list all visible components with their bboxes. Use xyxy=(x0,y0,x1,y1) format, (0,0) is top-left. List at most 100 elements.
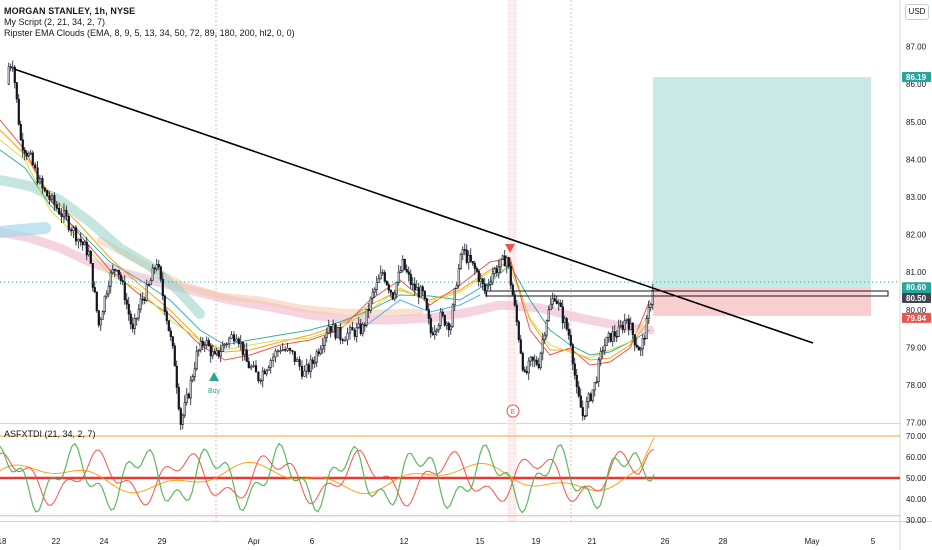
candle-body xyxy=(635,344,638,348)
candle-body xyxy=(111,269,114,274)
time-tick-label: 12 xyxy=(400,537,409,546)
candle-body xyxy=(587,393,590,402)
indicator-legend-my-script[interactable]: My Script (2, 21, 34, 2, 7) xyxy=(4,17,106,27)
candle-body xyxy=(193,368,196,377)
candle-body xyxy=(50,195,54,200)
candle-body xyxy=(103,295,106,312)
price-tick-label: 84.00 xyxy=(906,155,927,164)
candle-body xyxy=(327,325,330,334)
candle-body xyxy=(419,286,422,298)
candle-body xyxy=(169,330,172,338)
candle-body xyxy=(159,266,162,280)
candle-body xyxy=(573,363,576,376)
candle-body xyxy=(317,351,320,355)
symbol-legend-title[interactable]: MORGAN STANLEY, 1h, NYSE xyxy=(4,6,136,16)
candle-body xyxy=(187,393,190,399)
candle-body xyxy=(489,281,492,285)
candle-body xyxy=(413,283,416,291)
candle-body xyxy=(209,345,212,357)
candle-body xyxy=(171,336,174,347)
candle-body xyxy=(485,285,488,292)
candle-body xyxy=(135,317,138,320)
candle-body xyxy=(336,327,340,339)
candle-body xyxy=(435,329,438,332)
candle-body xyxy=(284,349,287,351)
price-tag: 80.50 xyxy=(902,293,931,303)
candle-body xyxy=(276,350,280,353)
candle-body xyxy=(579,395,582,408)
candle-body xyxy=(254,365,258,373)
candle-body xyxy=(481,278,484,285)
osc-tick-label: 50.00 xyxy=(906,474,927,483)
candle-body xyxy=(298,359,301,367)
candle-body xyxy=(623,320,626,330)
candle-body xyxy=(81,241,84,246)
candle-body xyxy=(631,322,634,335)
ema-cloud-fast-2 xyxy=(0,222,51,238)
candle-body xyxy=(117,269,120,276)
candle-body xyxy=(385,281,388,285)
price-tag-bg xyxy=(902,282,931,293)
candle-body xyxy=(513,294,516,306)
candle-body xyxy=(355,327,358,337)
candle-body xyxy=(405,269,408,273)
candle-body xyxy=(119,274,122,281)
resistance-box xyxy=(485,290,889,297)
candle-body xyxy=(389,289,392,293)
candle-body xyxy=(555,300,558,304)
price-tag-bg xyxy=(902,293,931,303)
indicator-legend-asfxtdi[interactable]: ASFXTDI (21, 34, 2, 7) xyxy=(4,429,96,439)
candle-body xyxy=(105,293,108,297)
price-tick-label: 79.00 xyxy=(906,343,927,352)
candle-body xyxy=(85,241,88,256)
candle-body xyxy=(537,364,540,368)
candle-body xyxy=(139,298,142,310)
candle-body xyxy=(127,303,130,315)
currency-button[interactable]: USD xyxy=(905,4,929,20)
candle-body xyxy=(437,325,440,331)
candle-body xyxy=(269,360,272,368)
candle-body xyxy=(97,310,100,326)
candle-body xyxy=(211,351,214,357)
candle-body xyxy=(13,66,16,83)
price-tag-label: 80.60 xyxy=(906,283,927,292)
ema-cloud-fast xyxy=(0,175,205,319)
ema-cloud-slow xyxy=(0,227,655,335)
candle-body xyxy=(89,250,92,264)
candle-body xyxy=(359,323,362,334)
candle-body xyxy=(367,308,370,312)
indicator-legend-ema-clouds[interactable]: Ripster EMA Clouds (EMA, 8, 9, 5, 13, 34… xyxy=(4,28,295,38)
candle-body xyxy=(309,359,312,372)
candle-body xyxy=(589,393,592,401)
candle-body xyxy=(155,264,158,270)
candle-body xyxy=(379,272,382,280)
candle-body xyxy=(62,210,66,217)
candle-body xyxy=(261,370,264,381)
candle-body xyxy=(183,402,186,416)
candle-body xyxy=(259,380,262,382)
candle-body xyxy=(477,270,480,282)
candle-body xyxy=(451,304,454,328)
candle-body xyxy=(547,309,550,321)
candle-body xyxy=(363,324,366,326)
candle-body xyxy=(72,227,75,232)
candle-body xyxy=(9,66,12,69)
candle-body xyxy=(399,270,402,273)
candle-body xyxy=(121,280,124,283)
candle-body xyxy=(109,272,112,287)
price-tag-label: 86.19 xyxy=(906,73,927,82)
candle-body xyxy=(87,250,90,256)
candle-body xyxy=(281,349,284,351)
osc-tick-label: 60.00 xyxy=(906,453,927,462)
candle-body xyxy=(191,376,194,381)
candle-body xyxy=(11,66,14,69)
candle-body xyxy=(267,367,270,371)
candle-body xyxy=(199,341,202,351)
candle-body xyxy=(531,356,534,361)
candle-body xyxy=(581,407,584,416)
candles xyxy=(7,60,654,431)
candle-body xyxy=(553,298,556,302)
candle-body xyxy=(393,293,396,300)
time-tick-label: 26 xyxy=(661,537,670,546)
